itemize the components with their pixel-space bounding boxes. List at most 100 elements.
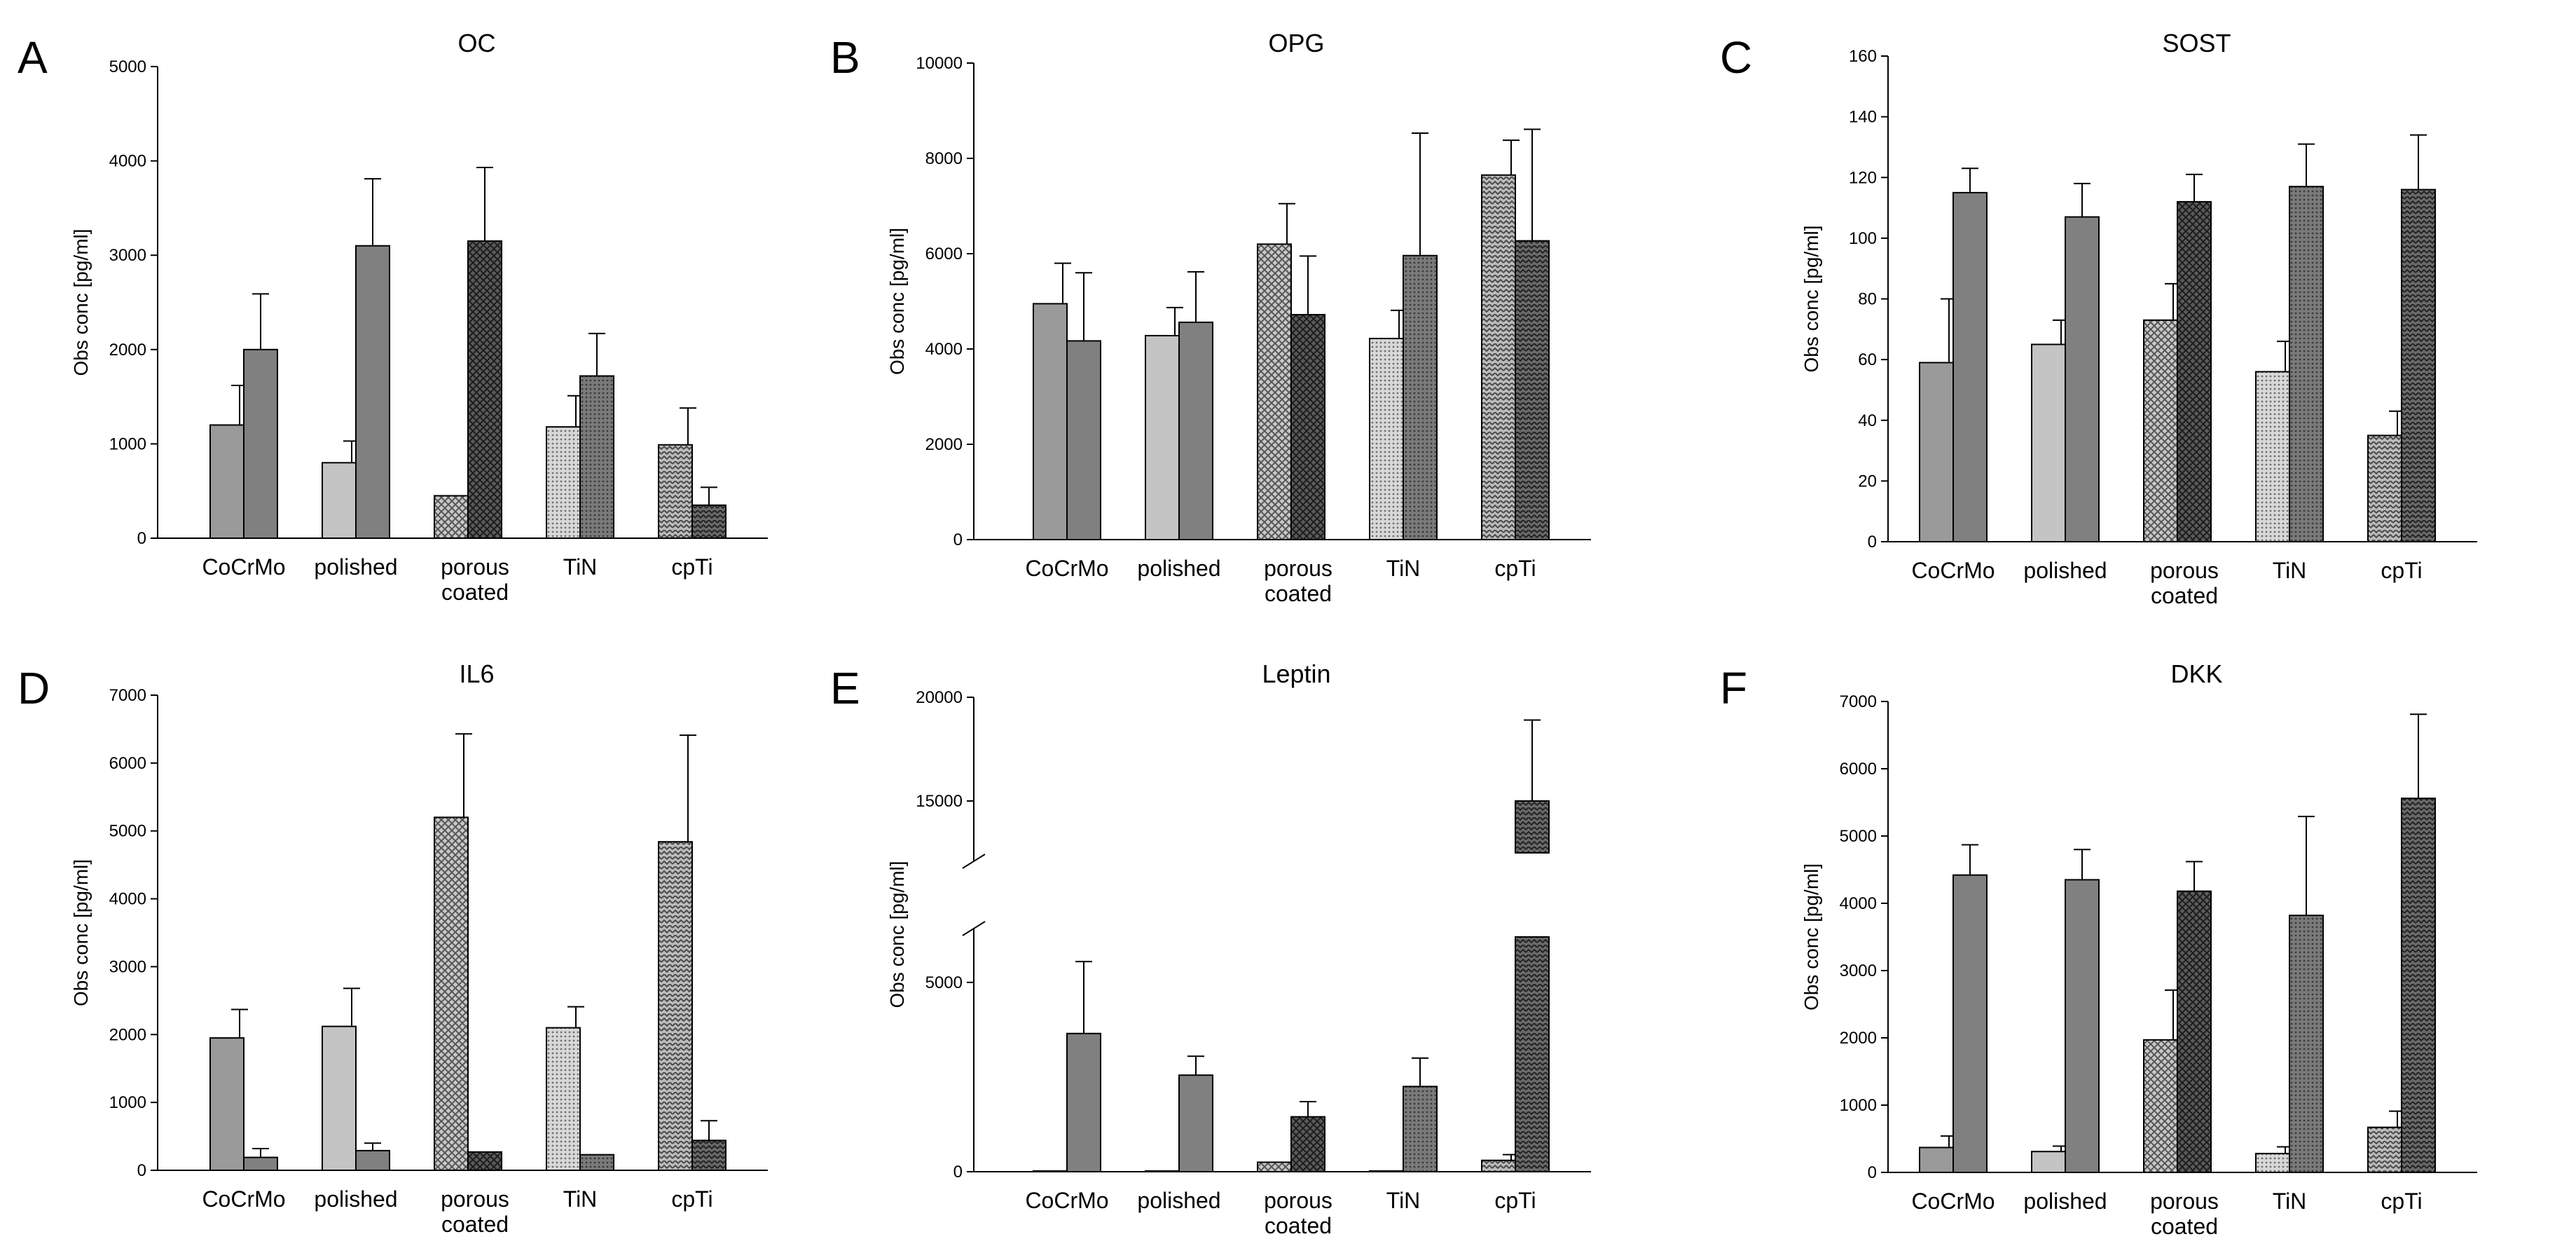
- x-tick-label: porous: [2150, 558, 2219, 583]
- bar: [1257, 1161, 1292, 1173]
- bar: [322, 462, 357, 540]
- x-tick-label: CoCrMo: [1025, 556, 1108, 581]
- bar: [1145, 1170, 1180, 1173]
- bar: [1952, 874, 1988, 1173]
- y-tick-label: 80: [1858, 290, 1877, 309]
- bar: [1369, 1170, 1404, 1173]
- x-tick-label: CoCrMo: [1911, 1189, 1995, 1214]
- panel-e: 0 5000 15000 20000 Leptin Obs conc [pg/ml] CoC…: [820, 631, 1695, 1260]
- bar: [1403, 254, 1438, 540]
- y-tick-label: 160: [1849, 47, 1877, 66]
- bar: [1033, 1170, 1068, 1173]
- panel-a: 0 1000 2000 3000 4000 5000 OC Obs conc [pg/ml] C…: [0, 0, 851, 627]
- bar: [1257, 243, 1292, 540]
- y-tick-label: 20000: [916, 688, 963, 707]
- x-tick-label: polished: [2023, 1189, 2107, 1214]
- bar: [434, 495, 469, 539]
- y-tick-label: 0: [1868, 1163, 1877, 1182]
- axis-break: [964, 861, 984, 929]
- y-tick-label: 15000: [916, 792, 963, 811]
- bar: [243, 1156, 278, 1172]
- chart-title: OPG: [1268, 29, 1324, 57]
- x-tick-label: coated: [441, 580, 509, 605]
- bar: [1290, 314, 1325, 540]
- x-tick-label: coated: [1265, 1213, 1332, 1238]
- bar: [658, 841, 693, 1171]
- x-tick-label: porous: [441, 1186, 509, 1212]
- x-tick-label: polished: [2023, 558, 2107, 583]
- bar: [691, 1139, 726, 1172]
- y-tick-label: 6000: [109, 754, 146, 773]
- x-tick-label: CoCrMo: [1911, 558, 1995, 583]
- x-tick-label: TiN: [2273, 558, 2307, 583]
- bar: [1515, 240, 1550, 540]
- chart-title: Leptin: [1262, 659, 1330, 688]
- bar: [1481, 1159, 1516, 1173]
- y-tick-label: 1000: [1840, 1096, 1877, 1115]
- bar: [1515, 936, 1550, 1172]
- y-tick-label: 0: [953, 530, 963, 549]
- bar: [1066, 1032, 1101, 1173]
- chart-svg: 0 5000 15000 20000 Leptin Obs conc [pg/ml] CoC…: [886, 659, 1591, 1238]
- x-tick-label: polished: [314, 554, 397, 580]
- bar: [2031, 343, 2066, 542]
- x-tick-label: porous: [2150, 1189, 2219, 1214]
- bar: [691, 504, 726, 540]
- y-tick-label: 5000: [109, 822, 146, 841]
- bar: [579, 375, 614, 539]
- bar: [434, 816, 469, 1171]
- chart-title: IL6: [459, 659, 494, 688]
- chart-title: OC: [458, 29, 496, 57]
- x-tick-label: cpTi: [671, 554, 712, 580]
- bar: [1178, 321, 1213, 540]
- bar: [546, 426, 581, 539]
- bar: [2177, 200, 2212, 542]
- y-tick-label: 3000: [109, 246, 146, 265]
- y-axis-label: Obs conc [pg/ml]: [1800, 863, 1822, 1011]
- bar: [2255, 371, 2290, 543]
- bar: [2367, 1126, 2402, 1173]
- x-tick-label: polished: [314, 1186, 397, 1212]
- y-tick-label: 4000: [109, 890, 146, 909]
- x-tick-label: cpTi: [1494, 556, 1536, 581]
- y-tick-label: 5000: [925, 973, 963, 992]
- x-tick-label: cpTi: [2381, 1189, 2422, 1214]
- bar: [2289, 186, 2324, 542]
- x-tick-label: coated: [2151, 583, 2218, 608]
- bar: [322, 1025, 357, 1171]
- y-tick-label: 2000: [109, 341, 146, 359]
- y-tick-label: 3000: [1840, 961, 1877, 980]
- y-tick-label: 2000: [109, 1025, 146, 1044]
- bar: [1033, 303, 1068, 540]
- bar: [2255, 1153, 2290, 1173]
- bar: [2065, 216, 2100, 542]
- bar: [2177, 890, 2212, 1173]
- bar: [355, 1149, 390, 1172]
- chart-svg: 0 2000 4000 6000 8000 10000 OPG Obs conc [pg/ml…: [886, 29, 1591, 606]
- y-tick-label: 40: [1858, 411, 1877, 430]
- panel-d: 0 1000 2000 3000 4000 5000 6000 7000 IL6 Obs conc…: [0, 631, 851, 1260]
- panel-letter: C: [1720, 32, 1753, 83]
- y-tick-label: 60: [1858, 350, 1877, 369]
- panel-letter: E: [830, 663, 860, 713]
- x-tick-label: cpTi: [1494, 1188, 1536, 1213]
- y-tick-label: 7000: [1840, 692, 1877, 711]
- x-tick-label: TiN: [563, 554, 598, 580]
- y-tick-label: 1000: [109, 434, 146, 453]
- x-tick-label: coated: [441, 1212, 509, 1237]
- y-axis-label: Obs conc [pg/ml]: [70, 859, 92, 1006]
- bar: [1145, 334, 1180, 540]
- bar: [2289, 915, 2324, 1173]
- bar: [2143, 319, 2178, 542]
- y-axis-label: Obs conc [pg/ml]: [1800, 225, 1822, 372]
- y-tick-label: 0: [1868, 533, 1877, 552]
- bar: [1952, 191, 1988, 542]
- panel-letter: A: [18, 32, 48, 83]
- chart-svg: 0 1000 2000 3000 4000 5000 6000 7000 IL6 Obs conc…: [70, 659, 768, 1237]
- x-tick-label: polished: [1137, 556, 1220, 581]
- y-tick-label: 0: [953, 1163, 963, 1182]
- panel-f: 0 1000 2000 3000 4000 5000 6000 7000 DKK Obs conc…: [1709, 631, 2576, 1260]
- y-tick-label: 6000: [1840, 760, 1877, 779]
- bar-upper-segment: [1515, 800, 1550, 854]
